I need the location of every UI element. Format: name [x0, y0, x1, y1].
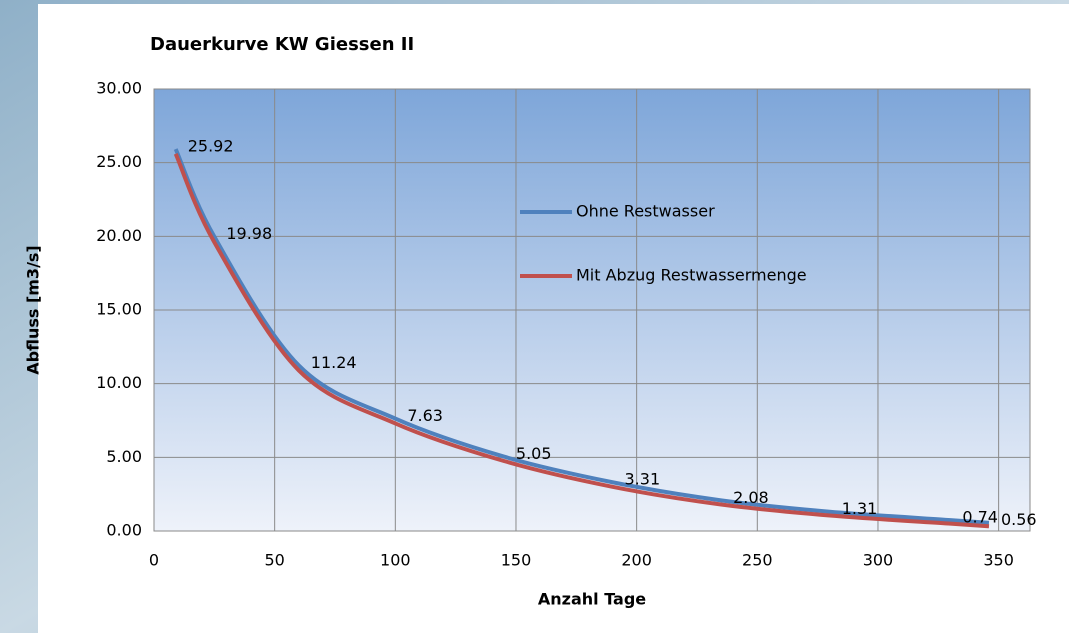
- y-tick-label: 5.00: [106, 447, 142, 466]
- y-tick-label: 0.00: [106, 521, 142, 540]
- y-tick-label: 30.00: [96, 79, 142, 98]
- y-axis-label: Abfluss [m3/s]: [24, 245, 43, 375]
- data-label: 7.63: [407, 406, 443, 425]
- data-label: 3.31: [625, 470, 661, 489]
- data-label: 1.31: [842, 499, 878, 518]
- data-label: 11.24: [311, 353, 357, 372]
- data-label: 5.05: [516, 444, 552, 463]
- x-tick-label: 150: [501, 551, 532, 570]
- legend-label: Ohne Restwasser: [576, 202, 715, 221]
- y-tick-label: 15.00: [96, 300, 142, 319]
- y-tick-label: 10.00: [96, 373, 142, 392]
- x-axis-label: Anzahl Tage: [538, 590, 646, 609]
- x-tick-label: 0: [149, 551, 159, 570]
- series-line: [173, 153, 990, 529]
- legend-label: Mit Abzug Restwassermenge: [576, 266, 807, 285]
- data-label: 19.98: [226, 224, 272, 243]
- x-tick-label: 200: [621, 551, 652, 570]
- x-tick-label: 300: [863, 551, 894, 570]
- x-tick-label: 100: [380, 551, 411, 570]
- y-tick-label: 25.00: [96, 152, 142, 171]
- data-label: 2.08: [733, 488, 769, 507]
- y-tick-label: 20.00: [96, 226, 142, 245]
- data-label: 0.74: [962, 508, 998, 527]
- x-tick-label: 50: [264, 551, 284, 570]
- data-label: 25.92: [188, 137, 234, 156]
- series-line: [173, 148, 990, 525]
- x-tick-label: 250: [742, 551, 773, 570]
- chart-title: Dauerkurve KW Giessen II: [150, 34, 414, 55]
- x-tick-label: 350: [983, 551, 1014, 570]
- data-label: 0.56: [1001, 510, 1037, 529]
